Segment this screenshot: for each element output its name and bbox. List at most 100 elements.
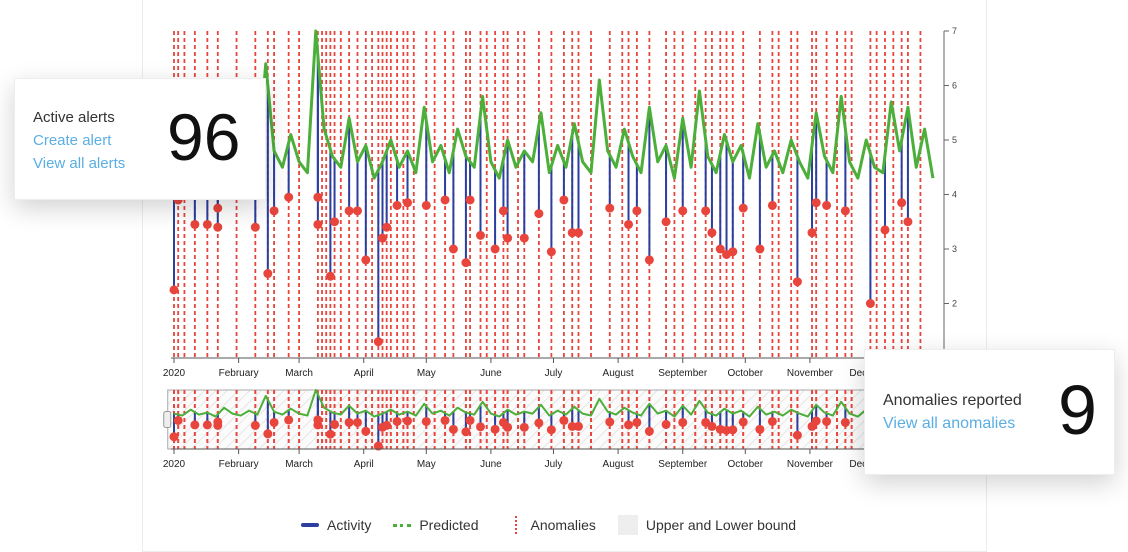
anomaly-point xyxy=(605,203,615,213)
anomaly-point xyxy=(269,206,279,216)
x-tick-label: February xyxy=(219,368,259,379)
anomaly-point xyxy=(169,285,179,295)
x-tick-label: February xyxy=(219,459,259,470)
legend-predicted[interactable]: Predicted xyxy=(393,517,479,533)
anomaly-point xyxy=(169,432,179,442)
anomaly-point xyxy=(213,203,223,213)
anomaly-point xyxy=(361,426,371,436)
anomaly-point xyxy=(190,219,200,229)
anomaly-point xyxy=(519,233,529,243)
anomaly-point xyxy=(567,421,577,431)
legend-anomalies[interactable]: Anomalies xyxy=(501,516,596,534)
anomalies-reported-title: Anomalies reported xyxy=(883,392,1022,409)
y-tick-label: 2 xyxy=(952,299,957,309)
y-tick-label: 3 xyxy=(952,244,957,254)
anomaly-point xyxy=(840,206,850,216)
anomaly-point xyxy=(461,258,471,268)
anomaly-point xyxy=(373,337,383,347)
anomaly-point xyxy=(250,420,260,430)
anomaly-point xyxy=(728,425,738,435)
anomaly-point xyxy=(632,206,642,216)
anomaly-point xyxy=(263,269,273,279)
anomaly-point xyxy=(344,206,354,216)
anomaly-point xyxy=(897,198,907,208)
legend-activity[interactable]: Activity xyxy=(301,517,371,533)
legend-predicted-label: Predicted xyxy=(419,517,479,533)
anomaly-point xyxy=(448,424,458,434)
create-alert-link[interactable]: Create alert xyxy=(33,132,112,149)
anomaly-point xyxy=(644,255,654,265)
anomaly-point xyxy=(880,225,890,235)
anomaly-point xyxy=(202,219,212,229)
x-tick-label: April xyxy=(354,459,374,470)
anomaly-point xyxy=(490,424,500,434)
x-tick-label: 2020 xyxy=(163,368,186,379)
anomaly-point xyxy=(811,198,821,208)
x-tick-label: June xyxy=(480,459,502,470)
anomaly-point xyxy=(644,426,654,436)
anomaly-point xyxy=(344,417,354,427)
anomaly-point xyxy=(421,200,431,210)
legend-bound[interactable]: Upper and Lower bound xyxy=(617,515,796,535)
anomaly-point xyxy=(728,247,738,257)
x-tick-label: October xyxy=(728,459,764,470)
anomaly-point xyxy=(811,416,821,426)
anomaly-point xyxy=(421,416,431,426)
anomaly-point xyxy=(352,417,362,427)
anomaly-point xyxy=(624,420,634,430)
view-all-anomalies-link[interactable]: View all anomalies xyxy=(883,415,1016,432)
anomaly-point xyxy=(475,422,485,432)
anomaly-point xyxy=(213,222,223,232)
anomaly-point xyxy=(378,233,387,243)
x-tick-label: April xyxy=(354,368,374,379)
y-tick-label: 4 xyxy=(952,190,957,200)
anomalies-reported-card: Anomalies reported View all anomalies 9 xyxy=(864,349,1115,475)
anomaly-point xyxy=(715,244,725,254)
y-tick-label: 5 xyxy=(952,135,957,145)
y-tick-label: 7 xyxy=(952,26,957,36)
legend: Activity Predicted Anomalies Upper and L… xyxy=(301,515,818,535)
anomaly-point xyxy=(822,416,832,426)
anomaly-point xyxy=(190,420,200,430)
anomaly-point xyxy=(546,425,556,435)
anomaly-point xyxy=(325,429,335,439)
anomaly-point xyxy=(403,198,413,208)
anomaly-point xyxy=(284,415,294,425)
x-tick-label: May xyxy=(417,368,436,379)
anomalies-reported-count: 9 xyxy=(1058,371,1097,449)
x-tick-label: 2020 xyxy=(163,459,186,470)
x-tick-label: September xyxy=(658,459,708,470)
anomaly-point xyxy=(792,430,802,440)
anomaly-point xyxy=(392,416,402,426)
anomaly-point xyxy=(767,416,777,426)
x-tick-label: September xyxy=(658,368,708,379)
x-tick-label: August xyxy=(603,459,634,470)
x-tick-label: October xyxy=(728,368,764,379)
anomaly-point xyxy=(573,228,583,238)
anomaly-point xyxy=(475,230,485,240)
anomaly-point xyxy=(361,255,371,265)
anomaly-point xyxy=(661,217,671,227)
anomaly-point xyxy=(313,219,323,229)
legend-activity-label: Activity xyxy=(327,517,372,533)
anomaly-point xyxy=(519,422,529,432)
anomaly-point xyxy=(461,427,471,437)
view-all-alerts-link[interactable]: View all alerts xyxy=(33,155,126,172)
active-alerts-title: Active alerts xyxy=(33,109,115,126)
anomaly-point xyxy=(440,195,450,205)
activity-swatch xyxy=(301,523,319,527)
x-tick-label: November xyxy=(787,459,834,470)
anomaly-point xyxy=(352,206,362,216)
x-tick-label: March xyxy=(285,368,313,379)
anomaly-point xyxy=(392,200,402,210)
anomaly-point xyxy=(313,192,323,202)
anomaly-point xyxy=(822,200,832,210)
brush-handle[interactable] xyxy=(163,411,172,428)
anomaly-point xyxy=(605,417,615,427)
anomaly-point xyxy=(382,222,392,232)
anomaly-point xyxy=(807,228,817,238)
anomaly-point xyxy=(559,415,569,425)
anomaly-point xyxy=(624,219,634,229)
anomaly-point xyxy=(707,228,717,238)
anomaly-point xyxy=(573,421,583,431)
